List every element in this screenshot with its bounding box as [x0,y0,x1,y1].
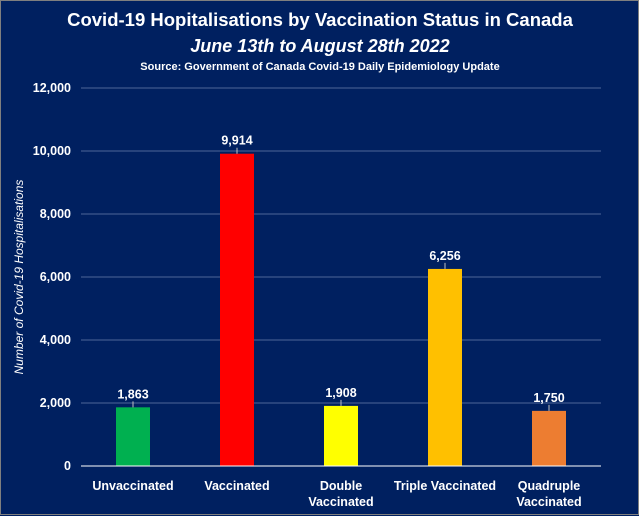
y-tick-label: 2,000 [40,396,71,410]
bars [116,153,566,467]
data-label: 9,914 [221,134,252,148]
bar [428,268,462,466]
x-axis-categories: Unvaccinated Vaccinated Double Vaccinated Tr… [92,479,581,509]
y-tick-label: 12,000 [33,81,71,95]
y-axis-label: Number of Covid-19 Hospitalisations [12,180,26,375]
y-tick-label: 0 [64,459,71,473]
x-category-label: Double [320,479,362,493]
bar [116,407,150,466]
chart-title: Covid-19 Hopitalisations by Vaccination … [67,9,573,30]
data-labels: 1,863 9,914 1,908 6,256 1,750 [117,134,564,405]
gridlines [81,87,601,404]
data-label: 1,750 [533,391,564,405]
y-axis-ticks: 0 2,000 4,000 6,000 8,000 10,000 12,000 [33,81,71,473]
chart-subtitle: June 13th to August 28th 2022 [190,36,449,56]
y-tick-label: 6,000 [40,270,71,284]
x-category-label: Vaccinated [516,495,581,509]
bar [532,410,566,466]
data-label-leaders [132,147,550,411]
x-category-label: Quadruple [518,479,581,493]
x-category-label: Vaccinated [204,479,269,493]
x-category-label: Vaccinated [308,495,373,509]
y-tick-label: 4,000 [40,333,71,347]
data-label: 1,863 [117,387,148,401]
bar [220,153,254,467]
y-tick-label: 10,000 [33,144,71,158]
data-label: 1,908 [325,386,356,400]
y-tick-label: 8,000 [40,207,71,221]
x-category-label: Triple Vaccinated [394,479,496,493]
data-label: 6,256 [429,249,460,263]
chart-source: Source: Government of Canada Covid-19 Da… [140,61,499,73]
bar [324,405,358,466]
x-category-label: Unvaccinated [92,479,173,493]
